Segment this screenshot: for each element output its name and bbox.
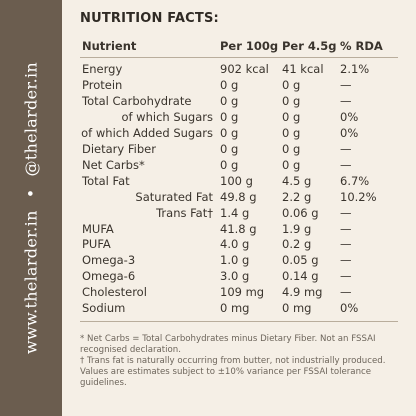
nutrient-value: 0.06 g <box>282 205 319 220</box>
nutrient-value: 0 g <box>220 77 239 92</box>
nutrient-label: Protein <box>82 77 123 92</box>
nutrient-value: 100 g <box>220 173 253 188</box>
nutrient-value: — <box>340 93 352 108</box>
footnote: † Trans fat is naturally occurring from … <box>80 356 386 366</box>
nutrient-value: 1.0 g <box>220 253 250 268</box>
nutrient-value: 4.5 g <box>282 173 312 188</box>
nutrient-label: of which Added Sugars <box>81 125 213 140</box>
footnotes: * Net Carbs = Total Carbohydrates minus … <box>80 334 400 389</box>
nutrient-label: Net Carbs* <box>82 157 145 172</box>
footnote: * Net Carbs = Total Carbohydrates minus … <box>80 334 376 355</box>
nutrient-value: 0 g <box>220 109 239 124</box>
website[interactable]: www.thelarder.in <box>21 210 41 354</box>
nutrient-value: — <box>340 253 352 268</box>
nutrient-label: Sodium <box>82 301 126 316</box>
nutrient-value: — <box>340 221 352 236</box>
nutrient-value: 4.0 g <box>220 237 250 252</box>
nutrient-value: 0 mg <box>282 301 312 316</box>
nutrient-value: 0% <box>340 301 359 316</box>
separator: • <box>21 188 41 199</box>
nutrient-value: — <box>340 141 352 156</box>
nutrient-value: 4.9 mg <box>282 285 323 300</box>
header-cell: % RDA <box>340 39 383 53</box>
nutrient-label: Saturated Fat <box>135 189 213 204</box>
nutrient-value: 0 g <box>282 125 301 140</box>
rule <box>80 321 398 323</box>
nutrient-value: 0 g <box>220 157 239 172</box>
nutrient-label: Total Fat <box>82 173 130 188</box>
nutrient-label: Omega-6 <box>82 269 136 284</box>
nutrient-value: 0 g <box>220 93 239 108</box>
nutrient-value: 0 g <box>220 141 239 156</box>
nutrient-label: of which Sugars <box>121 109 213 124</box>
nutrient-value: 0.14 g <box>282 269 319 284</box>
rule <box>80 57 398 58</box>
nutrient-value: — <box>340 285 352 300</box>
nutrient-value: 0.05 g <box>282 253 319 268</box>
nutrient-value: 0% <box>340 109 359 124</box>
nutrient-value: 41.8 g <box>220 221 257 236</box>
header-cell: Nutrient <box>82 39 137 53</box>
nutrient-value: 3.0 g <box>220 269 250 284</box>
nutrient-value: — <box>340 205 352 220</box>
nutrient-value: 0 g <box>220 125 239 140</box>
nutrient-label: Total Carbohydrate <box>82 93 192 108</box>
nutrient-value: — <box>340 77 352 92</box>
handle[interactable]: @thelarder.in <box>21 62 41 177</box>
nutrient-value: 1.4 g <box>220 205 250 220</box>
title: NUTRITION FACTS: <box>80 11 219 26</box>
nutrient-value: 0% <box>340 125 359 140</box>
nutrient-value: 10.2% <box>340 189 377 204</box>
nutrient-value: 6.7% <box>340 173 370 188</box>
nutrient-value: 902 kcal <box>220 62 269 76</box>
nutrient-value: 41 kcal <box>282 62 324 76</box>
nutrient-value: 49.8 g <box>220 189 257 204</box>
nutrient-value: 0 g <box>282 93 301 108</box>
nutrient-value: — <box>340 237 352 252</box>
nutrient-value: 1.9 g <box>282 221 312 236</box>
nutrient-value: — <box>340 157 352 172</box>
nutrient-value: 109 mg <box>220 285 265 300</box>
nutrient-value: 2.2 g <box>282 189 312 204</box>
sidebar: www.thelarder.in • @thelarder.in <box>0 0 62 416</box>
nutrient-value: 0 g <box>282 109 301 124</box>
nutrient-label: Trans Fat† <box>156 205 213 220</box>
nutrient-label: PUFA <box>82 237 111 252</box>
nutrient-value: — <box>340 269 352 284</box>
nutrient-value: 0 g <box>282 77 301 92</box>
header-cell: Per 100g <box>220 39 279 53</box>
footnote: Values are estimates subject to ±10% var… <box>80 367 372 388</box>
nutrient-value: 0 g <box>282 141 301 156</box>
nutrient-label: MUFA <box>82 221 114 236</box>
nutrient-label: Omega-3 <box>82 253 136 268</box>
nutrient-label: Cholesterol <box>82 285 147 300</box>
nutrient-value: 0 g <box>282 157 301 172</box>
sidebar-text: www.thelarder.in • @thelarder.in <box>22 56 41 360</box>
nutrient-label: Dietary Fiber <box>82 141 156 156</box>
nutrient-label: Energy <box>82 62 123 76</box>
nutrient-value: 0 mg <box>220 301 250 316</box>
nutrient-value: 2.1% <box>340 62 370 76</box>
nutrient-value: 0.2 g <box>282 237 312 252</box>
header-cell: Per 4.5g <box>282 39 337 53</box>
